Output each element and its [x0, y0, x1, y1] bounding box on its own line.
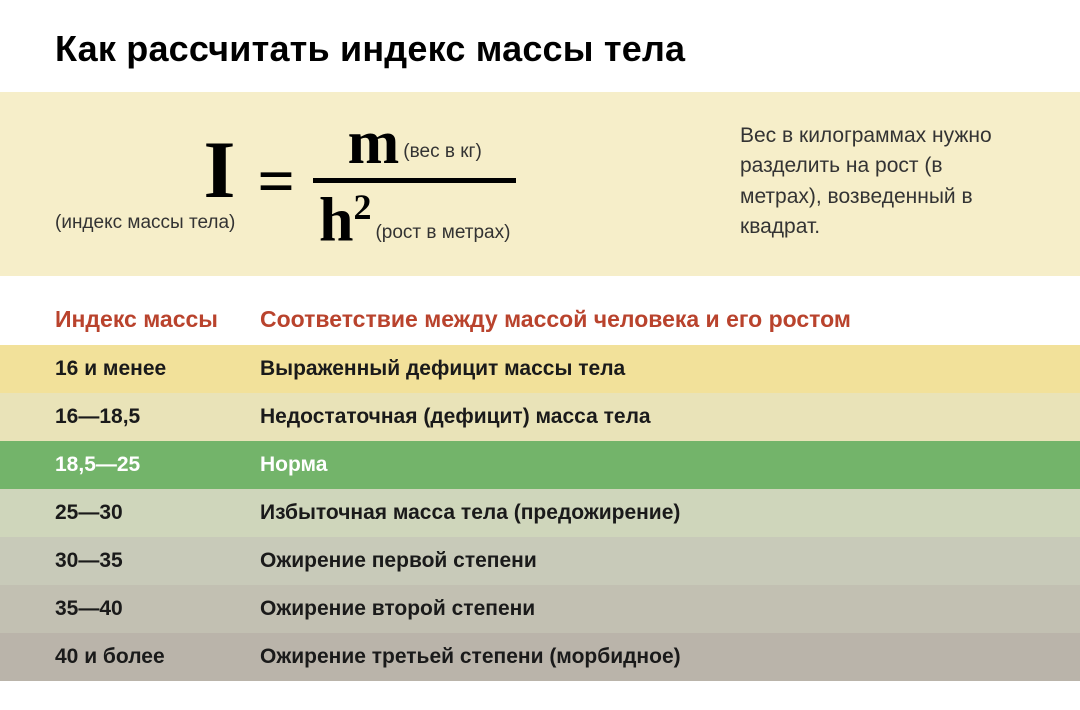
formula-I-group: I (индекс массы тела) — [55, 129, 235, 235]
formula-var-h: h2 — [319, 189, 371, 252]
table-row: 35—40Ожирение второй степени — [0, 585, 1080, 633]
table-row: 30—35Ожирение первой степени — [0, 537, 1080, 585]
row-label: Ожирение второй степени — [260, 597, 1080, 621]
bmi-table: Индекс массы Соответствие между массой ч… — [0, 306, 1080, 681]
formula-panel: I (индекс массы тела) = m (вес в кг) h2 … — [0, 92, 1080, 276]
table-row: 16 и менееВыраженный дефицит массы тела — [0, 345, 1080, 393]
table-header: Индекс массы Соответствие между массой ч… — [0, 306, 1080, 345]
formula-m-label: (вес в кг) — [403, 141, 482, 163]
formula-numerator: m (вес в кг) — [313, 112, 516, 178]
row-range: 40 и более — [55, 645, 260, 669]
row-label: Избыточная масса тела (предожирение) — [260, 501, 1080, 525]
row-label: Выраженный дефицит массы тела — [260, 357, 1080, 381]
row-label: Ожирение третьей степени (морбидное) — [260, 645, 1080, 669]
formula-var-m: m — [348, 112, 400, 174]
header-col1: Индекс массы — [55, 306, 260, 333]
page-title: Как рассчитать индекс массы тела — [0, 0, 1080, 92]
header-col2: Соответствие между массой человека и его… — [260, 306, 1080, 333]
formula-description: Вес в килограммах нужно разделить на рос… — [730, 121, 1025, 243]
formula-var-I: I — [55, 129, 235, 211]
row-label: Норма — [260, 453, 1080, 477]
row-range: 18,5—25 — [55, 453, 260, 477]
table-row: 16—18,5Недостаточная (дефицит) масса тел… — [0, 393, 1080, 441]
row-label: Недостаточная (дефицит) масса тела — [260, 405, 1080, 429]
table-row: 18,5—25Норма — [0, 441, 1080, 489]
table-body: 16 и менееВыраженный дефицит массы тела1… — [0, 345, 1080, 681]
row-range: 30—35 — [55, 549, 260, 573]
row-label: Ожирение первой степени — [260, 549, 1080, 573]
row-range: 35—40 — [55, 597, 260, 621]
row-range: 25—30 — [55, 501, 260, 525]
formula-I-label: (индекс массы тела) — [55, 211, 235, 235]
row-range: 16 и менее — [55, 357, 260, 381]
formula-fraction: m (вес в кг) h2 (рост в метрах) — [313, 112, 516, 252]
formula-denominator: h2 (рост в метрах) — [313, 183, 516, 252]
table-row: 40 и болееОжирение третьей степени (морб… — [0, 633, 1080, 681]
formula-equals: = — [257, 144, 295, 220]
table-row: 25—30Избыточная масса тела (предожирение… — [0, 489, 1080, 537]
formula-block: I (индекс массы тела) = m (вес в кг) h2 … — [55, 112, 710, 252]
row-range: 16—18,5 — [55, 405, 260, 429]
formula-h-label: (рост в метрах) — [375, 222, 510, 244]
